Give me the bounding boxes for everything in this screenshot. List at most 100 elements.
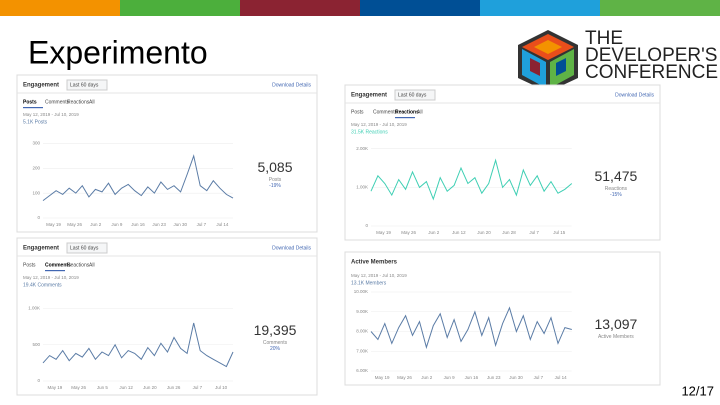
metric: 13.1K Members — [351, 280, 387, 286]
y-tick-label: 300 — [32, 141, 40, 146]
tab[interactable]: Comments — [373, 109, 398, 115]
color-band — [600, 0, 720, 16]
logo-icon — [518, 30, 578, 92]
download-link: Download Details — [272, 82, 311, 88]
line — [370, 306, 572, 350]
tab[interactable]: Reactions — [395, 109, 419, 115]
total-label: Comments — [263, 340, 288, 346]
y-tick-label: 7.00K — [356, 348, 368, 353]
x-tick-label: Jul 7 — [197, 222, 207, 227]
x-tick-label: Jun 26 — [167, 385, 181, 390]
download-link: Download Details — [615, 92, 654, 98]
y-tick-label: 1.00K — [356, 185, 368, 190]
tab[interactable]: Posts — [23, 99, 37, 105]
x-tick-label: Jun 23 — [152, 222, 166, 227]
x-tick-label: May 19 — [375, 375, 390, 380]
change: 20% — [270, 346, 281, 352]
x-tick-label: Jun 12 — [452, 230, 466, 235]
page-number: 12/17 — [681, 383, 714, 398]
x-tick-label: Jul 7 — [534, 375, 544, 380]
color-band — [480, 0, 600, 16]
total: 19,395 — [254, 322, 297, 338]
tab[interactable]: Posts — [23, 262, 36, 268]
x-tick-label: Jun 20 — [143, 385, 157, 390]
panel-header: Active Members — [351, 260, 398, 266]
y-tick-label: 9.00K — [356, 309, 368, 314]
y-tick-label: 1.00K — [28, 306, 40, 311]
dropdown-label: Last 60 days — [70, 245, 99, 251]
x-tick-label: Jun 16 — [465, 375, 479, 380]
date-range: May 12, 2019 - Jul 10, 2019 — [23, 112, 79, 117]
x-tick-label: Jun 9 — [111, 222, 123, 227]
tab[interactable]: All — [417, 109, 423, 115]
tab[interactable]: Reactions — [67, 99, 90, 105]
x-tick-label: Jun 9 — [444, 375, 456, 380]
y-tick-label: 10.00K — [354, 289, 368, 294]
tab[interactable]: Comments — [45, 99, 70, 105]
x-tick-label: Jun 30 — [509, 375, 523, 380]
logo-text: CONFERENCE — [585, 62, 718, 83]
panel-header: Engagement — [23, 83, 59, 89]
total: 5,085 — [257, 159, 292, 175]
metric: 31.5K Reactions — [351, 129, 388, 135]
panel — [344, 251, 661, 386]
tab-underline — [45, 270, 65, 272]
date-range: May 12, 2019 - Jul 10, 2019 — [351, 122, 407, 127]
total-label: Reactions — [605, 186, 628, 192]
x-tick-label: Jun 2 — [90, 222, 102, 227]
y-tick-label: 100 — [32, 190, 40, 195]
x-tick-label: May 19 — [47, 385, 62, 390]
line — [42, 154, 234, 201]
tab[interactable]: Posts — [351, 109, 364, 115]
x-tick-label: Jul 14 — [555, 375, 568, 380]
x-tick-label: Jun 30 — [173, 222, 187, 227]
y-tick-label: 0 — [365, 223, 368, 228]
x-tick-label: Jun 2 — [428, 230, 440, 235]
color-band — [360, 0, 480, 16]
total: 13,097 — [594, 316, 637, 332]
dropdown[interactable] — [66, 79, 108, 91]
download-link: Download Details — [272, 245, 311, 251]
y-tick-label: 2.00K — [356, 146, 368, 151]
x-tick-label: May 26 — [71, 385, 86, 390]
change: -19% — [269, 183, 281, 189]
tab-underline — [23, 107, 43, 109]
y-tick-label: 200 — [32, 165, 40, 170]
x-tick-label: Jun 28 — [502, 230, 516, 235]
tab[interactable]: All — [89, 262, 95, 268]
tab[interactable]: Comments — [45, 262, 71, 268]
x-tick-label: Jul 7 — [529, 230, 539, 235]
line — [370, 158, 573, 201]
slide-title: Experimento — [28, 34, 208, 70]
change: -15% — [610, 192, 622, 198]
date-range: May 12, 2019 - Jul 10, 2019 — [351, 273, 407, 278]
x-tick-label: Jul 7 — [193, 385, 203, 390]
total-label: Active Members — [598, 334, 634, 340]
y-tick-label: 0 — [37, 378, 40, 383]
panel-header: Engagement — [351, 93, 387, 99]
panel — [16, 74, 318, 233]
logo-text: DEVELOPER'S — [585, 45, 717, 66]
y-tick-label: 500 — [32, 342, 40, 347]
metric: 19.4K Comments — [23, 282, 62, 288]
dropdown[interactable] — [66, 242, 108, 254]
panel — [344, 84, 661, 241]
tab[interactable]: Reactions — [67, 262, 90, 268]
x-tick-label: Jul 15 — [553, 230, 566, 235]
date-range: May 12, 2019 - Jul 10, 2019 — [23, 275, 79, 280]
total-label: Posts — [269, 177, 282, 183]
dropdown[interactable] — [394, 89, 436, 101]
tab[interactable]: All — [89, 99, 95, 105]
x-tick-label: Jun 16 — [131, 222, 145, 227]
color-band — [120, 0, 240, 16]
x-tick-label: Jun 12 — [119, 385, 133, 390]
x-tick-label: May 19 — [376, 230, 391, 235]
x-tick-label: Jun 23 — [487, 375, 501, 380]
color-band — [0, 0, 120, 16]
panel — [16, 237, 318, 396]
y-tick-label: 6.00K — [356, 368, 368, 373]
line — [42, 322, 234, 368]
y-tick-label: 8.00K — [356, 329, 368, 334]
x-tick-label: May 26 — [67, 222, 82, 227]
